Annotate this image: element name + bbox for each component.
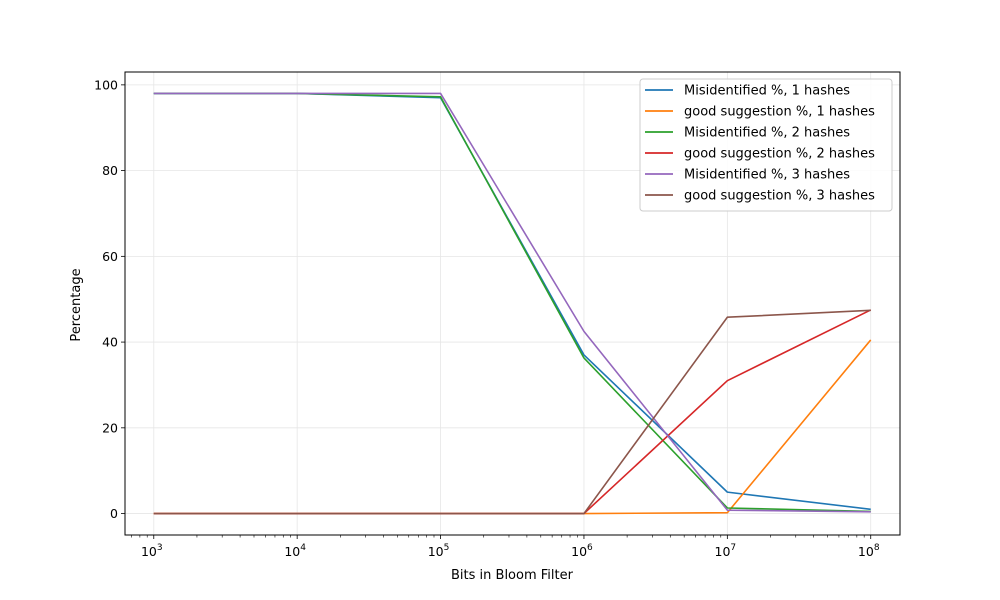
series-line-6 xyxy=(153,309,871,515)
x-tick-label: 103 xyxy=(141,543,163,559)
legend-entry-label: good suggestion %, 1 hashes xyxy=(684,105,875,120)
legend-entry-label: Misidentified %, 2 hashes xyxy=(684,126,850,141)
x-tick-label: 108 xyxy=(858,543,880,559)
legend-entry-label: Misidentified %, 1 hashes xyxy=(684,84,850,99)
series-lines xyxy=(153,92,872,515)
y-axis-label: Percentage xyxy=(69,268,84,341)
y-tick-label: 20 xyxy=(102,420,118,435)
x-axis-ticks: 103 104 105 106 107 108 xyxy=(131,535,880,559)
legend: Misidentified %, 1 hashes good suggestion… xyxy=(639,78,893,212)
y-tick-label: 0 xyxy=(110,506,118,521)
legend-entry-label: good suggestion %, 3 hashes xyxy=(684,189,875,204)
y-tick-label: 100 xyxy=(94,77,118,92)
x-tick-label: 107 xyxy=(715,543,737,559)
series-line-5 xyxy=(153,92,871,513)
legend-box xyxy=(639,78,893,212)
legend-entry-label: Misidentified %, 3 hashes xyxy=(684,168,850,183)
series-line-4 xyxy=(153,309,872,515)
y-tick-label: 60 xyxy=(102,249,118,264)
y-tick-label: 40 xyxy=(102,335,118,350)
x-tick-label: 104 xyxy=(284,543,306,559)
x-axis-label: Bits in Bloom Filter xyxy=(451,568,574,583)
y-axis-ticks: 0 20 40 60 80 100 xyxy=(94,77,125,521)
series-line-2 xyxy=(153,339,872,515)
plot-frame xyxy=(124,71,901,536)
y-tick-label: 80 xyxy=(102,163,118,178)
x-tick-label: 106 xyxy=(571,543,593,559)
x-tick-label: 105 xyxy=(428,543,450,559)
legend-entry-label: good suggestion %, 2 hashes xyxy=(684,147,875,162)
